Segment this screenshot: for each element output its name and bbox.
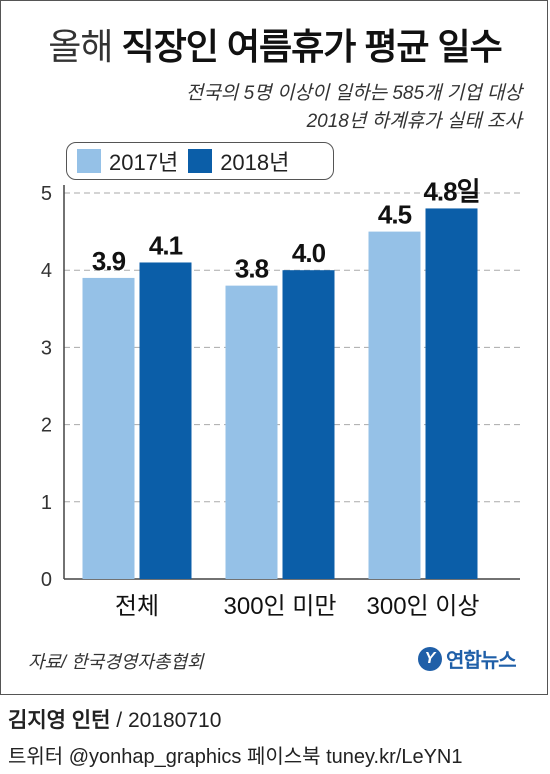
y-tick-label-4: 4 <box>41 260 52 282</box>
subtitle-line-2: 2018년 하계휴가 실태 조사 <box>306 111 522 132</box>
data-label-2017-0: 3.9 <box>92 246 126 276</box>
title-year: 올해 <box>48 26 113 67</box>
legend-swatch-2017 <box>77 149 101 173</box>
legend-item-2018: 2018년 <box>188 145 289 177</box>
credit-name: 김지영 인턴 <box>8 709 111 732</box>
y-tick-label-0: 0 <box>41 569 52 591</box>
bar-2018-1 <box>282 270 335 579</box>
chart-title: 올해 직장인 여름휴가 평균 일수 <box>0 18 550 70</box>
chart-subtitle: 전국의 5명 이상이 일하는 585개 기업 대상 2018년 하계휴가 실태 … <box>186 80 522 136</box>
bar-2017-1 <box>225 285 278 579</box>
bar-2018-0 <box>139 262 192 579</box>
bar-2017-0 <box>82 277 135 579</box>
legend-label-2018: 2018년 <box>220 150 290 175</box>
yonhap-logo: Y 연합뉴스 <box>418 644 517 673</box>
yonhap-logo-icon: Y <box>418 646 442 671</box>
data-label-2017-2: 4.5 <box>378 200 412 230</box>
legend-item-2017: 2017년 <box>77 145 178 177</box>
title-main: 직장인 여름휴가 평균 일수 <box>121 26 502 67</box>
y-tick-label-3: 3 <box>41 337 52 359</box>
category-label-1: 300인 미만 <box>224 593 337 620</box>
y-tick-label-1: 1 <box>41 492 52 514</box>
credit-line: 김지영 인턴 / 20180710 <box>8 704 221 734</box>
category-label-0: 전체 <box>115 593 159 620</box>
data-label-2017-1: 3.8 <box>235 254 269 284</box>
source-note: 자료/ 한국경영자총협회 <box>28 652 204 672</box>
subtitle-line-1: 전국의 5명 이상이 일하는 585개 기업 대상 <box>185 83 522 104</box>
yonhap-logo-text: 연합뉴스 <box>446 650 517 672</box>
data-label-2018-0: 4.1 <box>149 230 183 260</box>
category-label-2: 300인 이상 <box>367 593 480 620</box>
legend-label-2017: 2017년 <box>109 150 179 175</box>
credit-date: / 20180710 <box>110 709 222 732</box>
y-tick-label-2: 2 <box>41 415 52 437</box>
y-tick-label-5: 5 <box>41 183 52 205</box>
bar-2017-2 <box>368 231 421 579</box>
legend: 2017년 2018년 <box>66 142 334 180</box>
data-label-2018-1: 4.0 <box>292 238 326 268</box>
social-line: 트위터 @yonhap_graphics 페이스북 tuney.kr/LeYN1 <box>8 746 463 768</box>
legend-swatch-2018 <box>188 149 213 173</box>
data-label-2018-2: 4.8일 <box>423 176 479 206</box>
bar-2018-2 <box>425 208 478 579</box>
